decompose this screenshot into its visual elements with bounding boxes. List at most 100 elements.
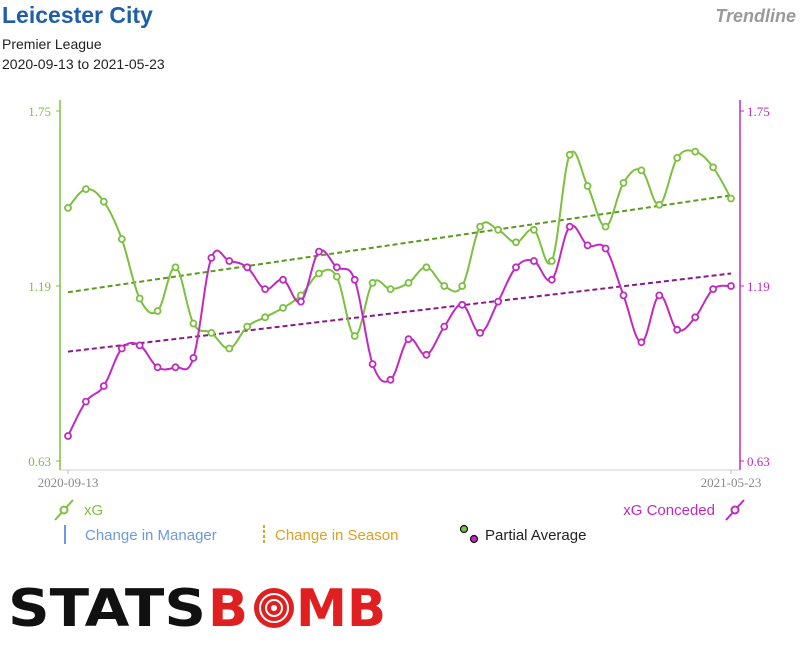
logo-target-icon — [254, 588, 294, 628]
xg-point — [530, 225, 538, 234]
legend-season-label: Change in Season — [275, 527, 398, 544]
xga-point — [261, 285, 270, 294]
chart-axes: 0.63 0.63 1.19 1.19 1.75 1.75 2020-09-13 2021-0… — [28, 100, 770, 490]
xg-point — [512, 238, 520, 247]
left-tick-label: 1.75 — [28, 104, 51, 119]
xga-point — [99, 382, 108, 390]
xga-point — [64, 432, 72, 440]
xg-point — [547, 257, 556, 265]
xg-point — [153, 307, 162, 315]
trendline-layer — [67, 194, 732, 353]
team-title: Leicester City — [2, 2, 153, 28]
xga-point — [655, 291, 664, 300]
xga-point — [207, 253, 216, 262]
xg-point — [565, 150, 574, 159]
statsbomb-logo: STATS B MB — [8, 579, 388, 639]
xga-point — [386, 375, 395, 384]
xg-point — [225, 344, 234, 353]
legend-partial-label: Partial Average — [485, 527, 586, 544]
xga-point — [673, 325, 682, 334]
xg-point — [709, 163, 717, 172]
xg-point — [601, 222, 610, 231]
right-tick-label: 1.75 — [747, 104, 770, 119]
xg-point — [243, 322, 252, 331]
xg-point — [619, 178, 628, 187]
xg-point — [368, 278, 377, 287]
partial-xga-dot-icon — [469, 534, 479, 544]
xga-point — [601, 244, 610, 253]
xga-point — [332, 263, 341, 272]
competition-label: Premier League — [2, 36, 102, 52]
xga-point — [494, 297, 503, 306]
xg-point — [207, 328, 216, 337]
xga-point — [82, 397, 90, 406]
xg-point — [135, 294, 144, 303]
partial-xg-dot-icon — [459, 524, 469, 534]
xg-point — [494, 225, 503, 234]
xg-point — [655, 200, 664, 209]
xga-point — [189, 353, 198, 362]
xg-point — [583, 182, 592, 190]
xga-point — [117, 344, 126, 353]
xg-point — [404, 278, 413, 287]
xg-point — [727, 194, 735, 203]
xg-point — [189, 319, 198, 328]
legend-season[interactable]: Change in Season — [263, 525, 398, 544]
xg-point — [332, 272, 341, 281]
xga-point — [153, 363, 162, 372]
xga-point — [440, 322, 449, 331]
xg-point — [386, 285, 395, 294]
xga-point — [547, 275, 556, 284]
xga-point — [565, 222, 574, 231]
legend-partial[interactable]: Partial Average — [459, 524, 587, 545]
xga-point — [727, 282, 735, 290]
legend-xg-marker — [59, 505, 69, 515]
xga-point — [637, 338, 646, 347]
xg-point — [117, 235, 126, 244]
legend-xg[interactable]: xG — [54, 499, 103, 521]
xga-point — [314, 247, 323, 256]
xg-point — [314, 269, 323, 278]
xg-point — [637, 166, 646, 175]
xg-point — [82, 185, 90, 194]
x-tick-label-start: 2020-09-13 — [38, 475, 99, 490]
xga-point — [512, 263, 520, 272]
logo-b-text: B — [208, 582, 248, 634]
xga-point — [583, 241, 592, 250]
trendline-tag: Trendline — [715, 6, 796, 26]
xga-point — [296, 297, 305, 306]
xg-point — [673, 153, 682, 162]
xga-point — [458, 300, 467, 309]
xg-point — [261, 313, 270, 322]
right-tick-label: 1.19 — [747, 279, 770, 294]
xg-trendline — [67, 194, 732, 294]
xg-point — [64, 203, 72, 212]
date-range-label: 2020-09-13 to 2021-05-23 — [2, 56, 165, 72]
logo-stats-text: STATS — [8, 582, 206, 634]
series-layer — [64, 147, 735, 440]
statsbomb-logo-art: STATS B MB — [8, 579, 386, 639]
xg-point — [476, 222, 485, 231]
logo-mb-text: MB — [296, 582, 386, 634]
xga-point — [243, 263, 252, 272]
left-tick-label: 0.63 — [28, 454, 51, 469]
legend-manager[interactable]: Change in Manager — [64, 525, 217, 544]
xga-point — [279, 275, 287, 284]
xga-point — [350, 275, 359, 284]
xga-point — [422, 350, 431, 359]
xga-point — [709, 285, 717, 294]
xga-point — [530, 257, 538, 265]
xga-point — [171, 363, 180, 372]
legend-xga[interactable]: xG Conceded — [623, 499, 745, 521]
xg-point — [458, 282, 467, 290]
xg-point — [350, 332, 359, 340]
xg-point — [691, 147, 700, 156]
xga-series-line — [67, 224, 732, 437]
xg-point — [279, 303, 287, 312]
x-tick-label-end: 2021-05-23 — [701, 475, 762, 490]
xga-point — [691, 313, 700, 322]
legend-xga-label: xG Conceded — [623, 502, 715, 519]
legend-xg-label: xG — [84, 502, 103, 519]
xg-point — [171, 263, 180, 272]
left-tick-label: 1.19 — [28, 279, 51, 294]
